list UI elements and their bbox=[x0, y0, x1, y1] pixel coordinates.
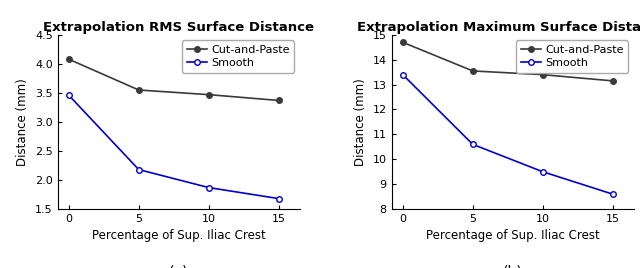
X-axis label: Percentage of Sup. Iliac Crest: Percentage of Sup. Iliac Crest bbox=[92, 229, 266, 243]
Title: Extrapolation RMS Surface Distance: Extrapolation RMS Surface Distance bbox=[43, 21, 314, 34]
Smooth bbox=[469, 143, 477, 146]
Smooth bbox=[609, 192, 616, 196]
Cut-and-Paste bbox=[399, 41, 406, 44]
Text: (a): (a) bbox=[169, 265, 188, 268]
Legend: Cut-and-Paste, Smooth: Cut-and-Paste, Smooth bbox=[182, 40, 294, 73]
Cut-and-Paste bbox=[65, 58, 72, 61]
Smooth bbox=[275, 197, 282, 200]
Smooth bbox=[539, 170, 547, 173]
Title: Extrapolation Maximum Surface Distance: Extrapolation Maximum Surface Distance bbox=[358, 21, 640, 34]
Cut-and-Paste bbox=[135, 88, 143, 92]
Legend: Cut-and-Paste, Smooth: Cut-and-Paste, Smooth bbox=[516, 40, 628, 73]
Text: (b): (b) bbox=[502, 265, 522, 268]
Smooth bbox=[135, 168, 143, 171]
X-axis label: Percentage of Sup. Iliac Crest: Percentage of Sup. Iliac Crest bbox=[426, 229, 600, 243]
Cut-and-Paste bbox=[275, 99, 282, 102]
Y-axis label: Distance (mm): Distance (mm) bbox=[354, 78, 367, 166]
Cut-and-Paste bbox=[539, 73, 547, 76]
Cut-and-Paste bbox=[469, 69, 477, 73]
Cut-and-Paste bbox=[609, 79, 616, 83]
Line: Cut-and-Paste: Cut-and-Paste bbox=[400, 39, 616, 84]
Y-axis label: Distance (mm): Distance (mm) bbox=[17, 78, 29, 166]
Smooth bbox=[65, 94, 72, 97]
Line: Cut-and-Paste: Cut-and-Paste bbox=[66, 57, 282, 103]
Line: Smooth: Smooth bbox=[66, 92, 282, 201]
Line: Smooth: Smooth bbox=[400, 72, 616, 197]
Smooth bbox=[399, 73, 406, 76]
Cut-and-Paste bbox=[205, 93, 212, 96]
Smooth bbox=[205, 186, 212, 189]
